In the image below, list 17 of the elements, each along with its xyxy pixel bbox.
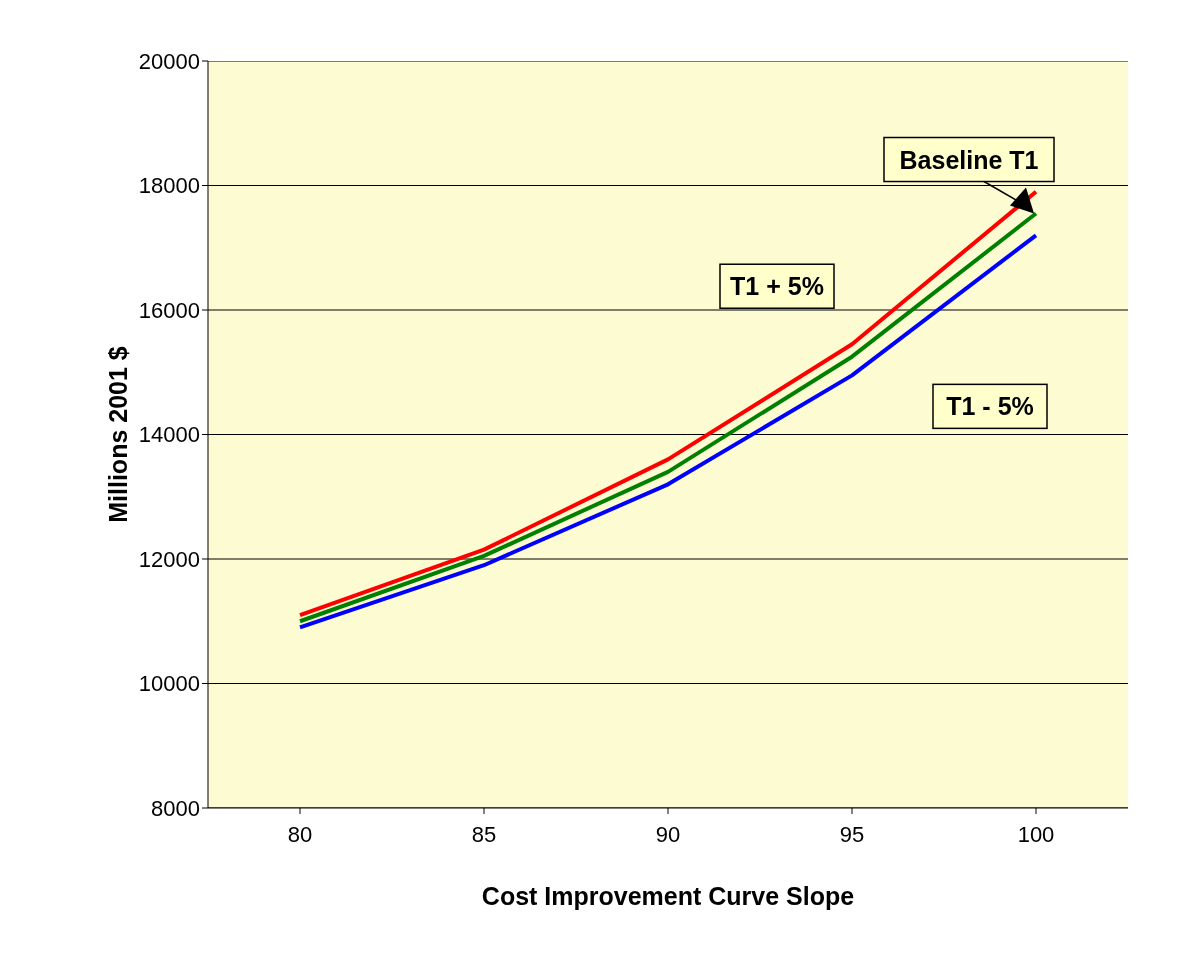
x-tick-label: 100 — [1017, 821, 1055, 847]
x-tick-label: 90 — [655, 821, 681, 847]
text: T1 - 5% — [946, 392, 1034, 421]
x-tick-label: 95 — [839, 821, 865, 847]
y-tick-label: 20000 — [138, 48, 200, 74]
y-tick-label: 14000 — [138, 422, 200, 448]
y-tick-label: 18000 — [138, 173, 200, 199]
text: T1 + 5% — [730, 272, 824, 301]
series-label: Baseline T1 — [899, 145, 1039, 174]
y-tick-label: 16000 — [138, 297, 200, 323]
x-tick-label: 85 — [471, 821, 497, 847]
x-tick-label: 80 — [287, 821, 313, 847]
y-tick-label: 8000 — [151, 795, 200, 821]
y-axis-title: Millions 2001 $ — [103, 346, 132, 523]
y-tick-label: 12000 — [138, 546, 200, 572]
y-tick-label: 10000 — [138, 671, 200, 697]
x-axis-title: Cost Improvement Curve Slope — [481, 882, 855, 910]
